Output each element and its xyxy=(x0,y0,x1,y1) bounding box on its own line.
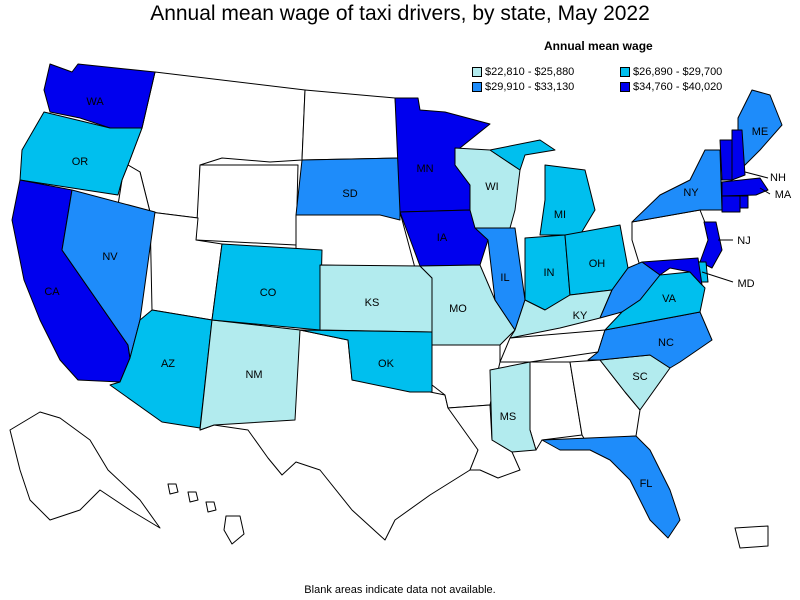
state-nj[interactable] xyxy=(699,221,723,269)
legend-swatch xyxy=(472,67,482,77)
label-ny: NY xyxy=(683,187,699,199)
label-mi: MI xyxy=(554,209,566,221)
state-va[interactable] xyxy=(604,271,706,331)
label-in: IN xyxy=(544,267,555,279)
label-ia: IA xyxy=(437,232,448,244)
label-fl: FL xyxy=(640,478,653,490)
state-wy xyxy=(195,164,299,246)
label-nv: NV xyxy=(102,251,118,263)
territory-pr xyxy=(734,525,769,549)
legend-label: $22,810 - $25,880 xyxy=(485,66,575,78)
state-hi xyxy=(167,483,245,545)
state-md[interactable] xyxy=(641,257,703,286)
state-labels: WA OR CA NV AZ NM CO SD KS OK MN IA MO W… xyxy=(44,96,792,490)
legend-title: Annual mean wage xyxy=(544,39,653,53)
state-ri[interactable] xyxy=(739,195,749,209)
state-ms[interactable] xyxy=(489,361,537,453)
legend-item: $34,760 - $40,020 xyxy=(620,81,722,93)
state-ia[interactable] xyxy=(399,209,489,267)
legend-item: $26,890 - $29,700 xyxy=(620,66,722,78)
legend-item: $29,910 - $33,130 xyxy=(472,81,574,93)
label-me: ME xyxy=(752,126,769,138)
state-nh[interactable] xyxy=(731,129,746,181)
label-mn: MN xyxy=(416,163,433,175)
state-sd[interactable] xyxy=(295,157,401,221)
footnote: Blank areas indicate data not available. xyxy=(304,584,496,596)
label-wa: WA xyxy=(86,96,104,108)
state-nm[interactable] xyxy=(199,319,301,431)
label-ky: KY xyxy=(573,310,588,322)
label-nj: NJ xyxy=(737,235,750,247)
label-oh: OH xyxy=(589,258,606,270)
label-ms: MS xyxy=(500,411,517,423)
legend-swatch xyxy=(472,82,482,92)
state-ny[interactable] xyxy=(631,149,723,223)
label-sd: SD xyxy=(342,188,357,200)
label-az: AZ xyxy=(161,358,175,370)
leader-ma xyxy=(759,187,771,195)
label-ca: CA xyxy=(44,286,60,298)
legend-item: $22,810 - $25,880 xyxy=(472,66,574,78)
state-mo[interactable] xyxy=(419,264,516,346)
label-co: CO xyxy=(260,287,277,299)
state-tn xyxy=(499,329,606,363)
label-nm: NM xyxy=(245,369,262,381)
label-ks: KS xyxy=(365,297,380,309)
legend-swatch xyxy=(620,82,630,92)
label-sc: SC xyxy=(632,371,647,383)
label-wi: WI xyxy=(485,181,498,193)
data-states xyxy=(11,63,783,539)
state-ak xyxy=(9,411,161,529)
state-ct[interactable] xyxy=(721,195,741,213)
label-or: OR xyxy=(72,156,89,168)
legend-swatch xyxy=(620,67,630,77)
leader-md xyxy=(701,271,734,283)
state-ma[interactable] xyxy=(721,177,769,197)
label-ma: MA xyxy=(775,189,792,201)
map-title: Annual mean wage of taxi drivers, by sta… xyxy=(150,2,650,25)
label-il: IL xyxy=(500,272,509,284)
legend-label: $29,910 - $33,130 xyxy=(485,81,575,93)
label-mo: MO xyxy=(449,303,467,315)
leader-lines xyxy=(701,171,771,283)
state-nd xyxy=(301,89,401,161)
label-ok: OK xyxy=(378,358,395,370)
label-nh: NH xyxy=(770,172,786,184)
legend-label: $26,890 - $29,700 xyxy=(633,66,723,78)
state-or[interactable] xyxy=(19,111,143,196)
state-fl[interactable] xyxy=(541,435,681,539)
state-vt[interactable] xyxy=(719,139,733,181)
label-md: MD xyxy=(737,278,754,290)
legend-label: $34,760 - $40,020 xyxy=(633,81,723,93)
label-nc: NC xyxy=(658,337,674,349)
leader-nh xyxy=(744,171,769,179)
label-va: VA xyxy=(662,293,677,305)
